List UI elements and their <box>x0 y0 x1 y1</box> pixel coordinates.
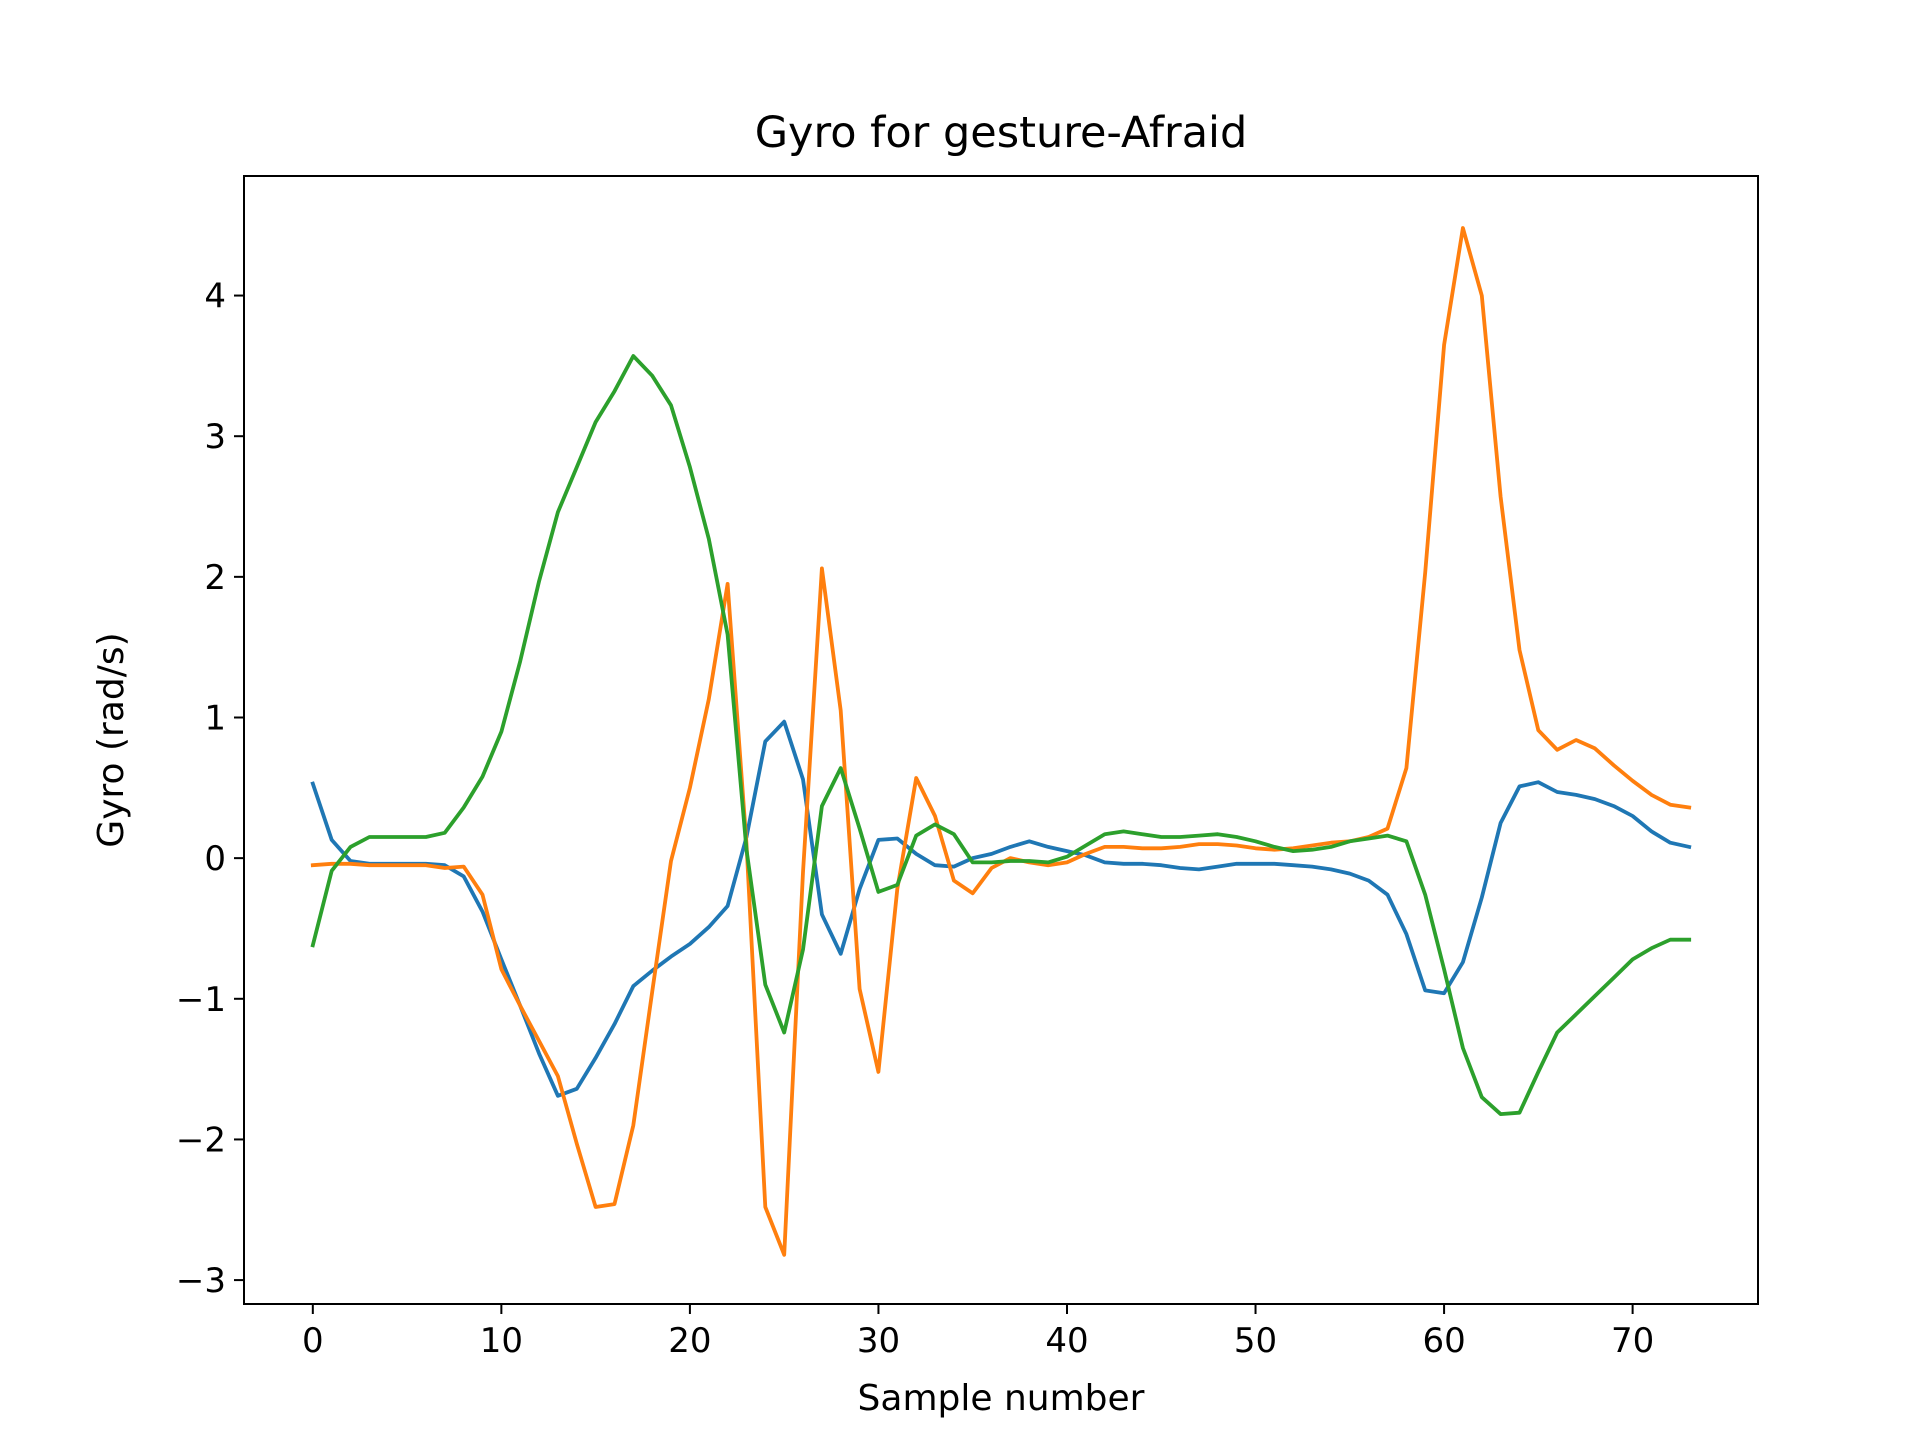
series-line-3 <box>310 354 1692 1116</box>
x-tick-label: 50 <box>1234 1321 1277 1361</box>
x-tick-label: 40 <box>1045 1321 1088 1361</box>
y-tick-label: 3 <box>204 417 226 457</box>
x-axis-label: Sample number <box>858 1378 1145 1419</box>
y-tick-label: −3 <box>176 1261 226 1301</box>
y-tick-label: 2 <box>204 558 226 598</box>
plot-frame <box>243 175 1759 1305</box>
x-tick-label: 30 <box>857 1321 900 1361</box>
x-tick-label: 0 <box>302 1321 324 1361</box>
x-tick-label: 60 <box>1422 1321 1465 1361</box>
y-tick-label: 0 <box>204 839 226 879</box>
y-tick-label: 1 <box>204 698 226 738</box>
x-tick-label: 20 <box>668 1321 711 1361</box>
y-axis-label: Gyro (rad/s) <box>91 632 132 847</box>
x-tick-label: 10 <box>480 1321 523 1361</box>
chart-title: Gyro for gesture-Afraid <box>755 108 1248 158</box>
x-tick-label: 70 <box>1611 1321 1654 1361</box>
x-axis: 0 10 20 30 40 50 60 70 <box>302 1304 1654 1361</box>
y-tick-label: −1 <box>176 980 226 1020</box>
y-tick-label: −2 <box>176 1120 226 1160</box>
series-layer <box>310 226 1692 1257</box>
y-axis: −3 −2 −1 0 1 2 3 4 <box>176 277 244 1301</box>
series-line-1 <box>310 719 1692 1098</box>
y-tick-label: 4 <box>204 277 226 317</box>
